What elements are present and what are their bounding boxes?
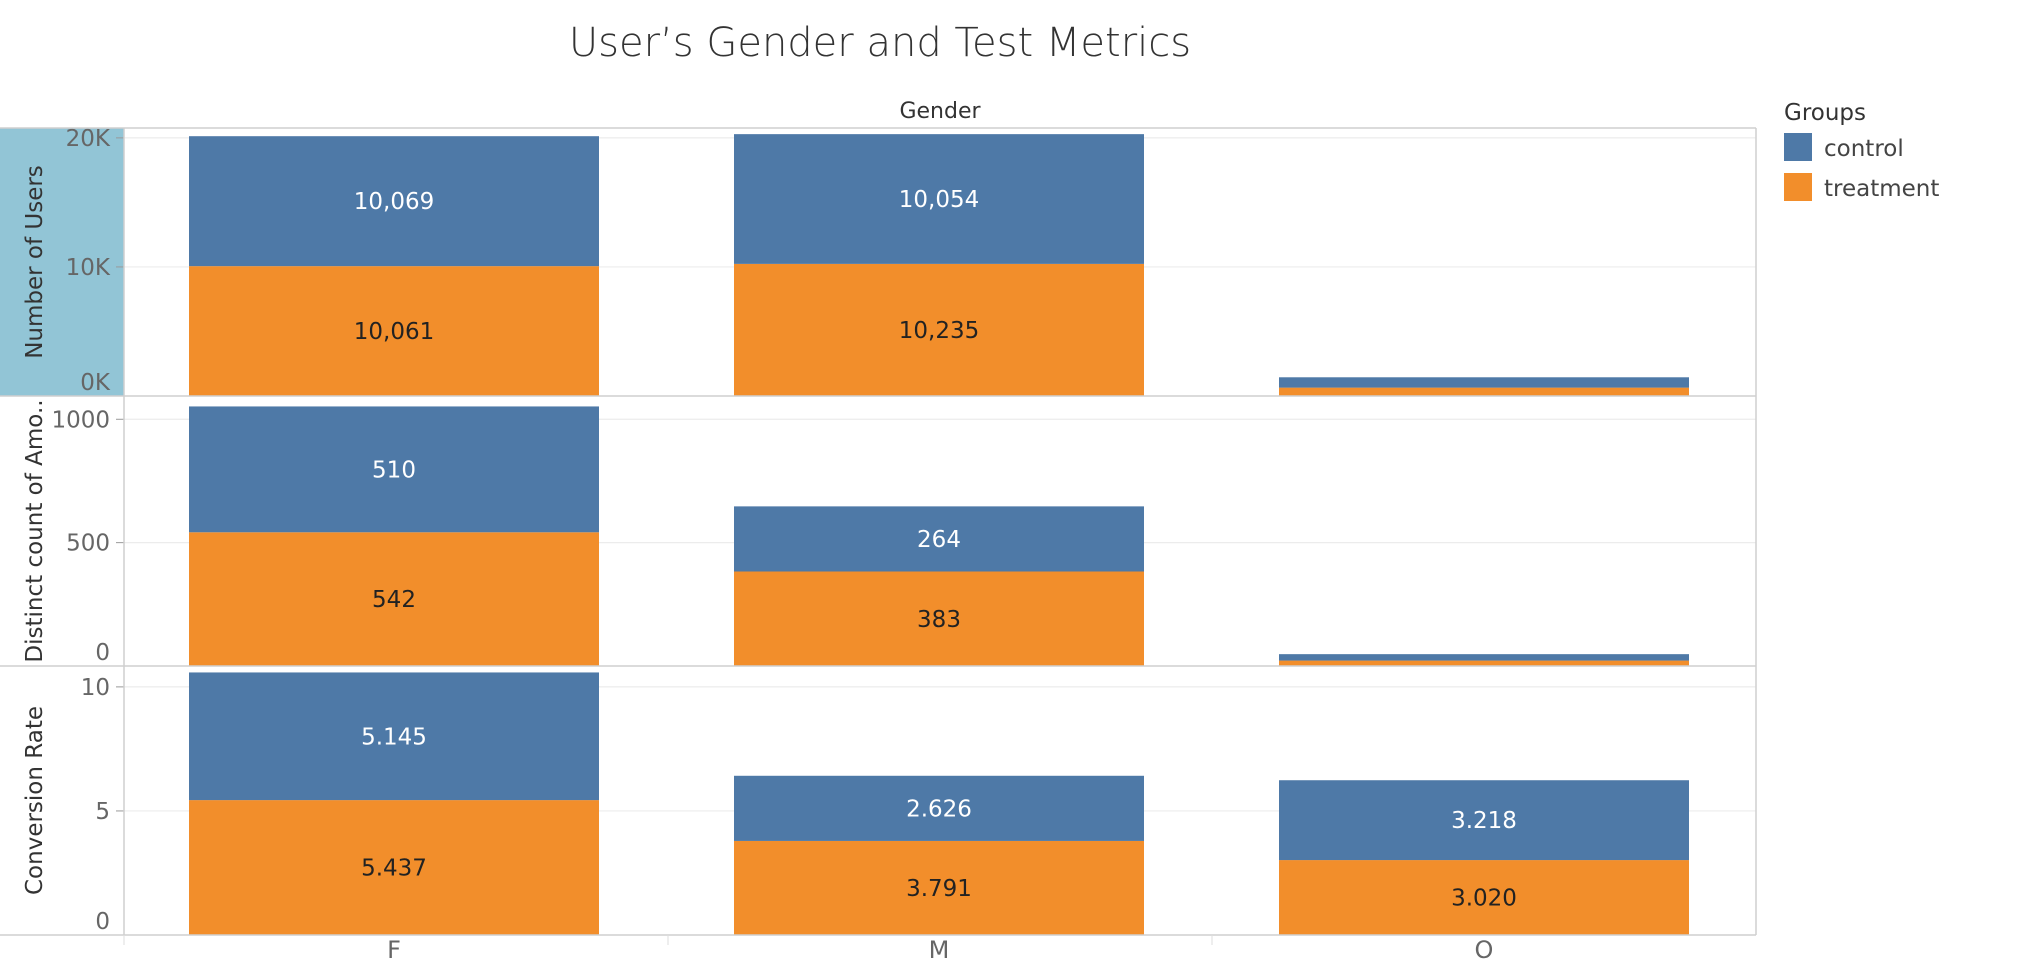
legend-swatch-control <box>1784 133 1812 161</box>
bar-control-M <box>734 775 1144 841</box>
bar-treatment-O <box>1279 387 1689 396</box>
panel-1: 0K 10K 20K Number of Users 10,061 10,235 10,06… <box>0 126 1757 397</box>
y-tick-label: 10 <box>81 675 110 701</box>
y-tick-label: 20K <box>66 126 111 152</box>
bar-treatment-O <box>1279 660 1689 666</box>
bar-control-F <box>189 406 599 533</box>
data-label: 510 <box>372 457 416 483</box>
y-tick-label: 0 <box>95 909 110 935</box>
bar-control-M <box>734 134 1144 264</box>
data-label: 10,069 <box>354 189 434 215</box>
bar-treatment-M <box>734 571 1144 666</box>
column-header: Gender <box>899 99 981 124</box>
bar-treatment-F <box>189 800 599 935</box>
y-axis-label: Number of Users <box>22 165 48 359</box>
legend-label-control: control <box>1824 136 1904 162</box>
x-tick-label: M <box>929 936 950 964</box>
row-header-highlight <box>0 128 124 396</box>
bar-treatment-M <box>734 840 1144 935</box>
data-label: 3.020 <box>1451 886 1517 912</box>
legend: Groups control treatment <box>1784 100 1939 202</box>
bar-treatment-F <box>189 266 599 396</box>
y-axis-label: Conversion Rate <box>22 706 48 895</box>
data-label: 542 <box>372 587 416 613</box>
legend-title: Groups <box>1784 100 1866 126</box>
y-axis-label: Distinct count of Amo.. <box>22 399 48 662</box>
bar-treatment-M <box>734 263 1144 396</box>
data-label: 10,235 <box>899 318 979 344</box>
data-label: 10,061 <box>354 319 434 345</box>
chart-panels: 0K 10K 20K Number of Users 10,061 10,235 10,06… <box>0 126 1757 964</box>
bar-control-F <box>189 672 599 801</box>
data-label: 264 <box>917 527 961 553</box>
x-tick-label: F <box>387 936 401 964</box>
bar-control-O <box>1279 654 1689 661</box>
data-label: 5.145 <box>361 724 427 750</box>
y-tick-label: 500 <box>66 531 110 557</box>
bar-control-M <box>734 506 1144 572</box>
data-label: 383 <box>917 607 961 633</box>
y-tick-label: 0 <box>95 640 110 666</box>
bar-treatment-F <box>189 532 599 666</box>
data-label: 2.626 <box>906 796 972 822</box>
x-tick-label: O <box>1475 936 1494 964</box>
bar-control-O <box>1279 377 1689 388</box>
bar-treatment-O <box>1279 860 1689 935</box>
legend-label-treatment: treatment <box>1824 176 1939 202</box>
legend-swatch-treatment <box>1784 173 1812 201</box>
data-label: 3.791 <box>906 876 972 902</box>
data-label: 5.437 <box>361 856 427 882</box>
panel-3: 0 5 10 Conversion Rate 5.437 3.791 3.020 5.145 2… <box>0 665 1757 936</box>
y-tick-label: 1000 <box>51 407 110 433</box>
data-label: 10,054 <box>899 187 979 213</box>
y-tick-label: 5 <box>95 799 110 825</box>
y-tick-label: 10K <box>66 255 111 281</box>
data-label: 3.218 <box>1451 808 1517 834</box>
y-tick-label: 0K <box>80 370 111 396</box>
chart-title: User’s Gender and Test Metrics <box>569 20 1191 66</box>
bar-control-O <box>1279 780 1689 861</box>
bar-control-F <box>189 136 599 267</box>
